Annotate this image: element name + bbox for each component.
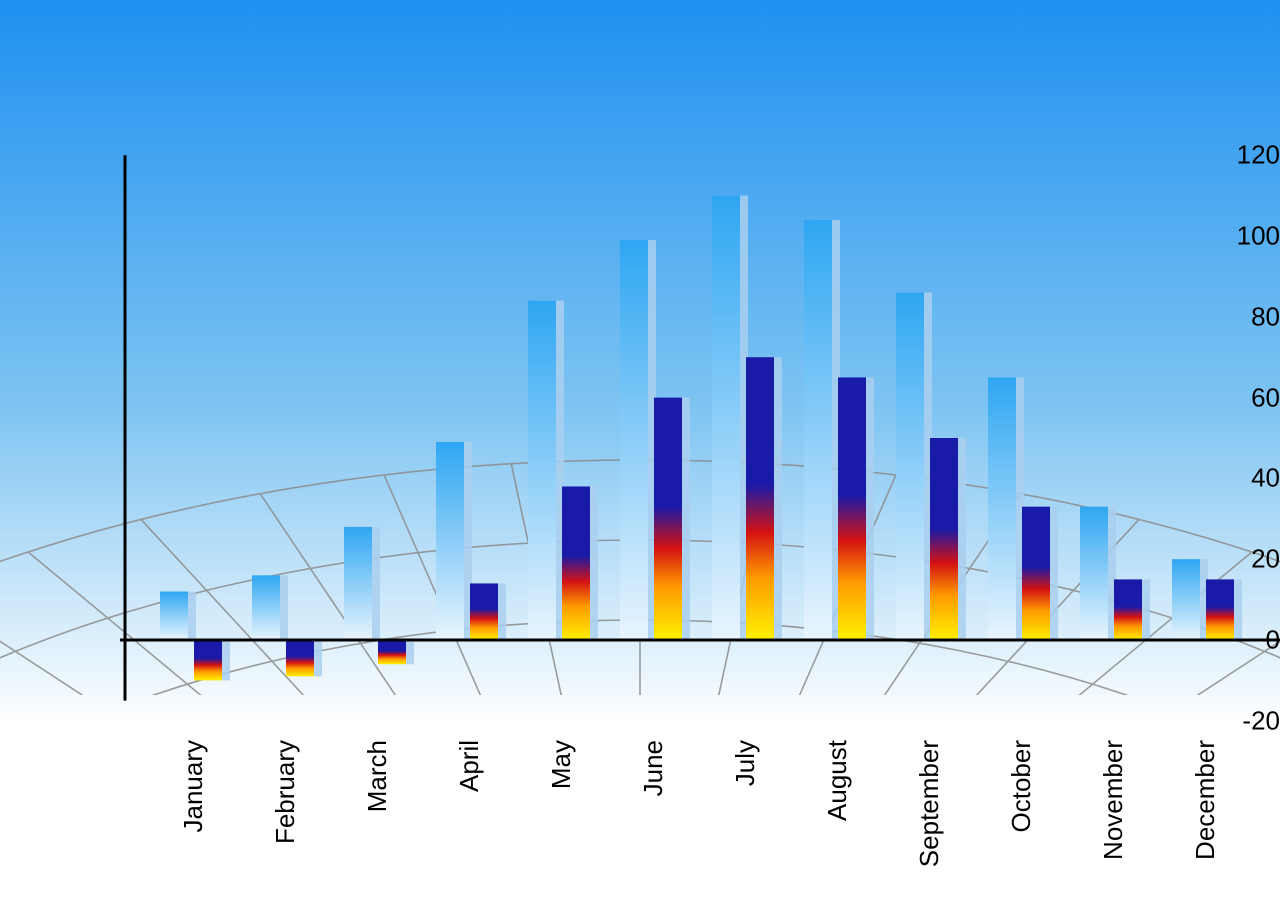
- bar-fire-series-2: [378, 640, 406, 664]
- bar-blue-series-2: [344, 527, 372, 640]
- bar-blue-series-4: [528, 301, 556, 640]
- bar-blue-series-10: [1080, 507, 1108, 640]
- ytick-label: 80: [1173, 301, 1280, 332]
- bar-blue-series-5: [620, 240, 648, 640]
- xtick-label: September: [914, 740, 945, 867]
- bar-blue-series-6: [712, 196, 740, 640]
- ytick-label: 20: [1173, 544, 1280, 575]
- ytick-label: 120: [1173, 140, 1280, 171]
- ytick-label: 40: [1173, 463, 1280, 494]
- xtick-label: June: [638, 740, 669, 796]
- xtick-label: December: [1190, 740, 1221, 860]
- bar-fire-series-1: [286, 640, 314, 676]
- bar-fire-series-7: [838, 377, 866, 640]
- xtick-label: November: [1098, 740, 1129, 860]
- bar-fire-series-9: [1022, 507, 1050, 640]
- bar-fire-series-0: [194, 640, 222, 680]
- xtick-label: April: [454, 740, 485, 792]
- xtick-label: January: [178, 740, 209, 833]
- bar-fire-series-4: [562, 486, 590, 640]
- ytick-label: 100: [1173, 221, 1280, 252]
- xtick-label: August: [822, 740, 853, 821]
- ytick-label: 0: [1173, 625, 1280, 656]
- bar-fire-series-6: [746, 357, 774, 640]
- bar-blue-series-7: [804, 220, 832, 640]
- xtick-label: July: [730, 740, 761, 786]
- ytick-label: -20: [1173, 705, 1280, 736]
- bar-fire-series-5: [654, 398, 682, 640]
- bar-blue-series-9: [988, 377, 1016, 640]
- xtick-label: February: [270, 740, 301, 844]
- bar-blue-series-0: [160, 592, 188, 640]
- xtick-label: March: [362, 740, 393, 812]
- bar-blue-series-1: [252, 575, 280, 640]
- xtick-label: October: [1006, 740, 1037, 833]
- bar-fire-series-10: [1114, 579, 1142, 640]
- ytick-label: 60: [1173, 382, 1280, 413]
- xtick-label: May: [546, 740, 577, 789]
- bar-fire-series-3: [470, 583, 498, 640]
- bar-blue-series-3: [436, 442, 464, 640]
- bar-fire-series-8: [930, 438, 958, 640]
- chart-stage: -20 0 20 40 60 80 100 120 January February March Ap…: [0, 0, 1280, 905]
- bar-blue-series-8: [896, 293, 924, 640]
- bars-group: [160, 196, 1242, 681]
